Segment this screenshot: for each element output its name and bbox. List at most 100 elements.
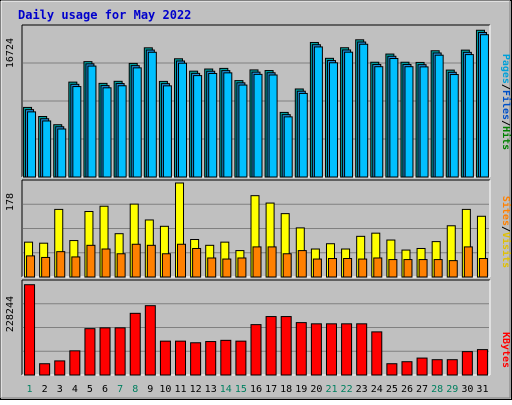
day-label-28: 28: [431, 384, 443, 395]
bar-visits-sites-day-8: [131, 243, 141, 278]
panel-hits-legend-item-1: /: [500, 84, 511, 90]
panel-hits-legend-item-3: /: [500, 120, 511, 126]
bar-visits-sites-day-1: [26, 255, 36, 278]
chart-title: Daily usage for May 2022: [18, 8, 191, 22]
day-label-10: 10: [159, 384, 171, 395]
bar-visits-sites-day-7: [116, 253, 126, 278]
bar-visits-sites-day-4: [71, 256, 81, 278]
bar-kbytes-kbytes-day-7: [114, 327, 126, 376]
bar-hits-pages-day-2: [42, 120, 52, 178]
bar-hits-pages-day-15: [238, 84, 248, 178]
bar-visits-sites-day-14: [222, 258, 232, 278]
bar-hits-pages-day-9: [147, 51, 157, 178]
bar-kbytes-kbytes-day-4: [69, 350, 81, 376]
day-label-25: 25: [386, 384, 398, 395]
day-label-6: 6: [102, 384, 108, 395]
panel-hits-legend-item-4: Hits: [500, 126, 512, 150]
bar-hits-pages-day-28: [434, 54, 444, 178]
bar-kbytes-kbytes-day-3: [54, 360, 66, 376]
day-label-18: 18: [280, 384, 292, 395]
bar-kbytes-kbytes-day-6: [99, 327, 111, 376]
bar-visits-sites-day-23: [358, 258, 368, 278]
bar-visits-sites-day-12: [192, 247, 202, 278]
bar-visits-sites-day-26: [403, 259, 413, 278]
bar-hits-pages-day-17: [268, 74, 278, 178]
panel-visits-legend: Sites/Visits: [500, 196, 512, 268]
bar-visits-sites-day-17: [267, 246, 277, 278]
bar-hits-pages-day-6: [102, 87, 112, 178]
bar-kbytes-kbytes-day-21: [325, 323, 337, 376]
bar-kbytes-kbytes-day-23: [356, 323, 368, 376]
bar-hits-pages-day-20: [313, 46, 323, 178]
day-label-22: 22: [341, 384, 353, 395]
bar-hits-pages-day-27: [419, 66, 429, 178]
panel-hits-legend-item-0: Pages: [500, 54, 511, 84]
bar-hits-pages-day-13: [208, 72, 218, 178]
bar-kbytes-kbytes-day-29: [446, 359, 458, 376]
bar-hits-pages-day-23: [359, 43, 369, 178]
day-label-23: 23: [356, 384, 368, 395]
bar-visits-sites-day-13: [207, 257, 217, 278]
bar-visits-sites-day-30: [463, 246, 473, 278]
bar-hits-pages-day-24: [374, 66, 384, 178]
bar-kbytes-kbytes-day-30: [461, 351, 473, 376]
bar-hits-pages-day-30: [464, 54, 474, 178]
bar-kbytes-kbytes-day-28: [431, 359, 443, 376]
day-label-4: 4: [72, 384, 78, 395]
bar-kbytes-kbytes-day-26: [401, 361, 413, 376]
bar-visits-sites-day-5: [86, 244, 96, 278]
bar-kbytes-kbytes-day-18: [280, 316, 292, 376]
day-label-5: 5: [87, 384, 93, 395]
day-label-24: 24: [371, 384, 383, 395]
bar-hits-pages-day-25: [389, 58, 399, 178]
bar-kbytes-kbytes-day-5: [84, 328, 96, 376]
panel-hits-legend-item-2: Files: [500, 90, 512, 120]
panel-kbytes-ymax-label: 228244: [5, 296, 16, 332]
bar-visits-sites-day-9: [146, 244, 156, 278]
bar-visits-sites-day-2: [41, 256, 51, 278]
day-label-1: 1: [27, 384, 33, 395]
bar-kbytes-kbytes-day-10: [159, 340, 171, 376]
bar-hits-pages-day-29: [449, 74, 459, 178]
bar-hits-pages-day-11: [178, 62, 188, 178]
bar-hits-pages-day-3: [57, 128, 67, 178]
panel-visits-legend-item-1: /: [500, 226, 511, 232]
panel-kbytes-legend: KBytes: [500, 332, 511, 368]
bar-kbytes-kbytes-day-31: [476, 349, 488, 376]
bar-visits-sites-day-18: [282, 253, 292, 278]
bar-visits-sites-day-3: [56, 251, 66, 278]
bar-kbytes-kbytes-day-12: [190, 342, 202, 376]
bar-visits-sites-day-24: [373, 257, 383, 278]
panel-kbytes-legend-item-0: KBytes: [500, 332, 511, 368]
bar-hits-pages-day-26: [404, 66, 414, 178]
panel-visits: 178 Sites/Visits: [5, 179, 512, 278]
day-label-9: 9: [147, 384, 153, 395]
bar-kbytes-kbytes-day-2: [39, 363, 51, 376]
bar-kbytes-kbytes-day-19: [295, 322, 307, 376]
bar-hits-pages-day-5: [87, 65, 97, 178]
bar-hits-pages-day-1: [27, 111, 37, 178]
day-label-26: 26: [401, 384, 413, 395]
bar-visits-sites-day-6: [101, 248, 111, 278]
bar-visits-sites-day-27: [418, 259, 428, 278]
panel-hits-legend: Pages/Files/Hits: [500, 54, 512, 150]
day-label-13: 13: [205, 384, 217, 395]
bar-hits-pages-day-8: [132, 67, 142, 178]
panel-hits-ymax-label: 16724: [5, 38, 16, 68]
day-label-2: 2: [42, 384, 48, 395]
bar-kbytes-kbytes-day-15: [235, 340, 247, 376]
bar-kbytes-kbytes-day-20: [310, 323, 322, 376]
bar-visits-sites-day-11: [177, 243, 187, 278]
bar-hits-pages-day-21: [328, 62, 338, 178]
day-label-30: 30: [461, 384, 473, 395]
day-label-8: 8: [132, 384, 138, 395]
bar-hits-pages-day-31: [479, 34, 489, 178]
day-label-16: 16: [250, 384, 262, 395]
day-label-21: 21: [325, 384, 337, 395]
bar-hits-pages-day-7: [117, 85, 127, 178]
day-label-17: 17: [265, 384, 277, 395]
bar-hits-pages-day-14: [223, 72, 233, 178]
